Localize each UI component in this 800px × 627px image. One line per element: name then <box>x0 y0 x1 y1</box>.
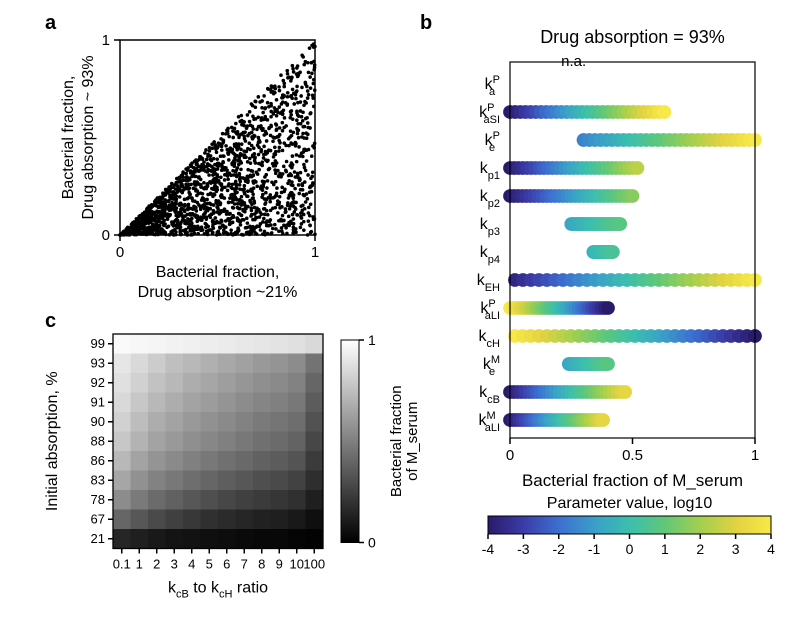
svg-text:21: 21 <box>91 531 105 546</box>
svg-text:Bacterial fractionof M_serum: Bacterial fractionof M_serum <box>388 385 420 497</box>
svg-text:91: 91 <box>91 394 105 409</box>
svg-text:3: 3 <box>732 541 740 557</box>
svg-text:0.1: 0.1 <box>113 557 131 572</box>
svg-text:10: 10 <box>290 557 304 572</box>
svg-text:2: 2 <box>696 541 704 557</box>
svg-text:4: 4 <box>767 541 775 557</box>
svg-text:4: 4 <box>188 557 195 572</box>
svg-text:1: 1 <box>368 332 376 348</box>
svg-text:1: 1 <box>102 32 110 49</box>
svg-text:Bacterial fraction,: Bacterial fraction, <box>156 264 280 281</box>
svg-text:kp2: kp2 <box>480 188 500 210</box>
svg-text:-4: -4 <box>482 541 495 557</box>
panel-a: 0101Bacterial fraction,Drug absorption ~… <box>55 30 375 310</box>
svg-text:Drug absorption = 93%: Drug absorption = 93% <box>540 27 725 47</box>
svg-text:Bacterial fraction of M_serum: Bacterial fraction of M_serum <box>522 471 743 490</box>
svg-text:Drug absorption ~21%: Drug absorption ~21% <box>138 284 298 301</box>
svg-text:0: 0 <box>102 227 110 244</box>
svg-text:kMaLI: kMaLI <box>479 410 500 434</box>
svg-text:5: 5 <box>206 557 213 572</box>
figure: a b c 0101Bacterial fraction,Drug absorp… <box>0 0 800 627</box>
svg-text:1: 1 <box>136 557 143 572</box>
svg-text:99: 99 <box>91 336 105 351</box>
panel-c: 0.1123456789101009993929190888683786721k… <box>35 318 420 618</box>
svg-text:kp1: kp1 <box>480 160 500 182</box>
svg-text:100: 100 <box>303 557 325 572</box>
svg-text:kcB to kcH ratio: kcB to kcH ratio <box>168 580 268 601</box>
svg-text:kPaLI: kPaLI <box>480 298 500 322</box>
svg-text:kEH: kEH <box>477 272 500 294</box>
panel-b: Drug absorption = 93%n.a.kPakPaSIkPekp1k… <box>420 15 800 627</box>
svg-text:Drug absorption ~ 93%: Drug absorption ~ 93% <box>80 55 97 219</box>
svg-text:-3: -3 <box>517 541 530 557</box>
svg-text:83: 83 <box>91 472 105 487</box>
svg-text:Bacterial fraction,: Bacterial fraction, <box>60 76 77 200</box>
svg-text:0.5: 0.5 <box>622 447 643 464</box>
svg-text:67: 67 <box>91 511 105 526</box>
svg-text:kMe: kMe <box>483 354 500 378</box>
svg-text:-1: -1 <box>588 541 601 557</box>
svg-text:Initial absorption, %: Initial absorption, % <box>44 371 61 511</box>
svg-text:7: 7 <box>241 557 248 572</box>
svg-text:0: 0 <box>116 244 124 261</box>
svg-text:kcH: kcH <box>479 328 501 350</box>
svg-text:Parameter value, log10: Parameter value, log10 <box>547 495 713 512</box>
svg-text:1: 1 <box>311 244 319 261</box>
svg-text:0: 0 <box>368 535 376 551</box>
svg-text:9: 9 <box>276 557 283 572</box>
svg-text:0: 0 <box>626 541 634 557</box>
svg-text:kPaSI: kPaSI <box>479 102 500 126</box>
svg-text:2: 2 <box>153 557 160 572</box>
svg-text:92: 92 <box>91 375 105 390</box>
svg-text:3: 3 <box>171 557 178 572</box>
svg-text:-2: -2 <box>553 541 566 557</box>
svg-text:6: 6 <box>223 557 230 572</box>
svg-text:kp4: kp4 <box>480 244 500 266</box>
svg-text:1: 1 <box>661 541 669 557</box>
svg-text:90: 90 <box>91 414 105 429</box>
svg-text:1: 1 <box>751 447 759 464</box>
svg-text:kcB: kcB <box>479 384 500 406</box>
svg-text:93: 93 <box>91 355 105 370</box>
svg-text:kPa: kPa <box>485 74 500 98</box>
svg-text:86: 86 <box>91 453 105 468</box>
svg-text:78: 78 <box>91 492 105 507</box>
svg-text:8: 8 <box>258 557 265 572</box>
svg-text:kPe: kPe <box>485 130 500 154</box>
svg-text:kp3: kp3 <box>480 216 500 238</box>
svg-text:88: 88 <box>91 433 105 448</box>
svg-text:0: 0 <box>506 447 514 464</box>
